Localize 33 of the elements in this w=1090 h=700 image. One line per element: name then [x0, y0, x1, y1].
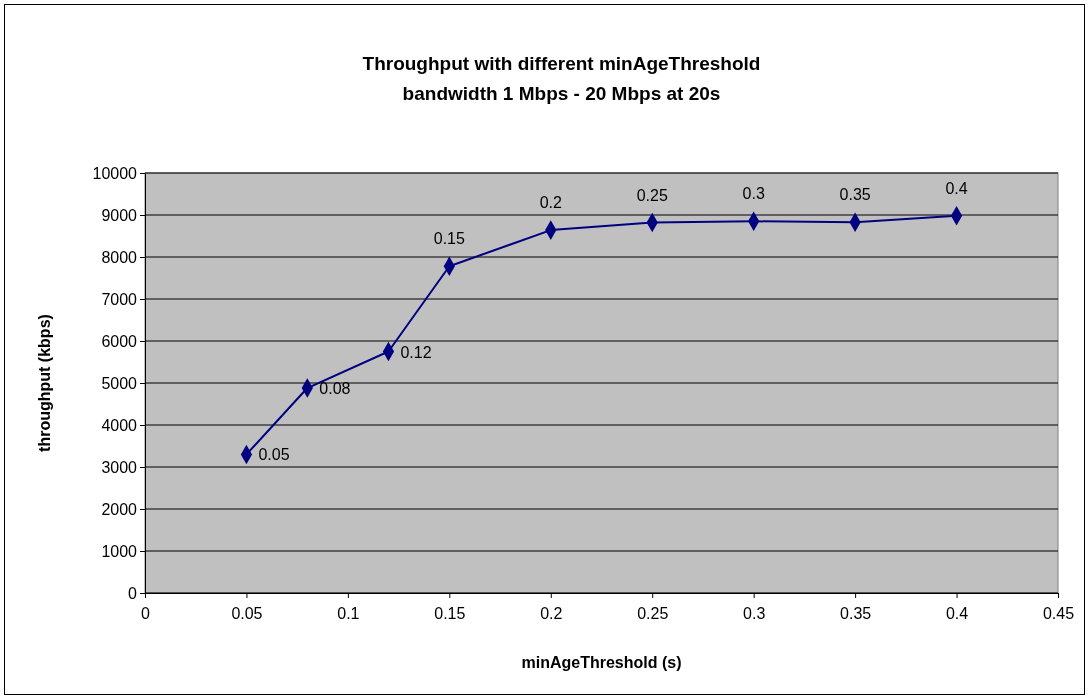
- y-tick-label: 10000: [92, 164, 138, 182]
- x-tick-label: 0.2: [540, 604, 563, 622]
- annotation: 0.25: [636, 186, 668, 204]
- y-tick-label: 3000: [101, 458, 138, 476]
- chart-title: Throughput with different minAgeThreshold bandwidth 1 Mbps - 20 Mbps at 20s: [362, 53, 761, 104]
- annotation: 0.35: [839, 186, 871, 204]
- x-tick-label: 0.3: [743, 604, 766, 622]
- y-tick-label: 7000: [101, 290, 138, 308]
- x-tick-label: 0.4: [945, 604, 969, 622]
- annotation: 0.2: [539, 194, 562, 212]
- annotation: 0.3: [742, 185, 765, 203]
- x-axis-title: minAgeThreshold (s): [521, 654, 682, 671]
- y-tick-label: 1000: [101, 542, 138, 560]
- annotation: 0.05: [258, 446, 290, 464]
- y-tick-label: 5000: [101, 374, 138, 392]
- y-tick-label: 2000: [101, 500, 138, 518]
- x-tick-label: 0.45: [1042, 604, 1075, 622]
- x-tick-label: 0: [141, 604, 151, 622]
- annotation: 0.12: [400, 343, 432, 361]
- annotation: 0.15: [433, 230, 466, 248]
- y-tick-label: 4000: [101, 416, 138, 434]
- x-tick-label: 0.05: [231, 604, 263, 622]
- x-tick-label: 0.15: [434, 604, 466, 622]
- x-tick-label: 0.35: [840, 604, 872, 622]
- y-tick-label: 0: [128, 584, 138, 602]
- annotation: 0.08: [319, 380, 351, 398]
- x-tick-label: 0.25: [637, 604, 669, 622]
- y-tick-label: 8000: [101, 248, 138, 266]
- y-tick-label: 6000: [101, 332, 138, 350]
- annotation: 0.4: [945, 179, 968, 197]
- y-axis-title: throughput (kbps): [36, 314, 53, 452]
- x-tick-label: 0.1: [337, 604, 360, 622]
- y-tick-label: 9000: [101, 206, 138, 224]
